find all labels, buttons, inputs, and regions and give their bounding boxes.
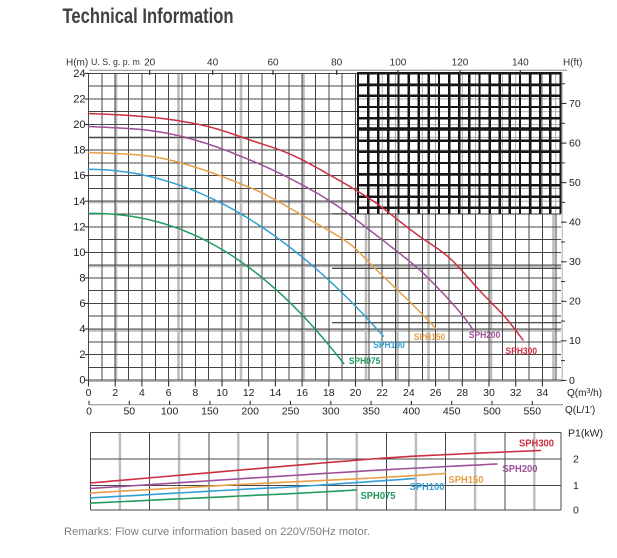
svg-text:12: 12 xyxy=(73,221,85,233)
svg-text:14: 14 xyxy=(270,387,282,399)
svg-text:500: 500 xyxy=(483,406,501,418)
svg-text:2: 2 xyxy=(112,387,118,399)
svg-text:70: 70 xyxy=(569,98,581,110)
svg-text:P1(kW): P1(kW) xyxy=(568,428,603,440)
svg-text:24: 24 xyxy=(73,68,85,80)
svg-text:Technical Information: Technical Information xyxy=(63,5,234,28)
svg-text:0: 0 xyxy=(79,375,85,387)
svg-text:140: 140 xyxy=(512,58,529,69)
svg-text:Q(m3/h): Q(m3/h) xyxy=(567,388,602,399)
svg-text:150: 150 xyxy=(201,406,219,418)
svg-text:SPH150: SPH150 xyxy=(449,475,485,486)
svg-text:22: 22 xyxy=(376,387,388,399)
svg-text:40: 40 xyxy=(569,217,581,229)
svg-text:12: 12 xyxy=(243,387,255,399)
svg-text:18: 18 xyxy=(323,387,335,399)
svg-text:SPH200: SPH200 xyxy=(503,464,539,475)
svg-text:20: 20 xyxy=(144,58,156,69)
svg-text:32: 32 xyxy=(510,387,522,399)
svg-text:30: 30 xyxy=(569,256,581,268)
svg-text:450: 450 xyxy=(443,406,461,418)
svg-text:10: 10 xyxy=(216,387,228,399)
svg-text:16: 16 xyxy=(296,387,308,399)
svg-text:16: 16 xyxy=(73,170,85,182)
svg-text:10: 10 xyxy=(73,247,85,259)
svg-text:60: 60 xyxy=(267,58,279,69)
svg-text:H(m): H(m) xyxy=(66,58,88,69)
svg-text:14: 14 xyxy=(73,196,85,208)
svg-text:SPH300: SPH300 xyxy=(506,346,538,357)
svg-text:Q(L/1′): Q(L/1′) xyxy=(565,405,595,416)
svg-text:400: 400 xyxy=(403,406,421,418)
svg-text:6: 6 xyxy=(166,387,172,399)
svg-text:100: 100 xyxy=(390,58,407,69)
svg-text:2: 2 xyxy=(79,349,85,361)
svg-text:0: 0 xyxy=(86,387,92,399)
svg-text:50: 50 xyxy=(569,177,581,189)
svg-text:10: 10 xyxy=(569,335,581,347)
svg-text:SPH100: SPH100 xyxy=(373,340,405,351)
svg-text:Remarks: Flow curve informatio: Remarks: Flow curve information based on… xyxy=(64,526,370,538)
svg-text:350: 350 xyxy=(362,406,380,418)
svg-text:U. S. g. p. m: U. S. g. p. m xyxy=(91,57,140,67)
svg-text:SPH075: SPH075 xyxy=(349,356,381,367)
svg-text:8: 8 xyxy=(192,387,198,399)
svg-text:22: 22 xyxy=(73,94,85,106)
svg-text:18: 18 xyxy=(73,145,85,157)
svg-text:4: 4 xyxy=(139,387,145,399)
svg-text:80: 80 xyxy=(331,58,343,69)
svg-text:200: 200 xyxy=(241,406,259,418)
svg-text:SPH150: SPH150 xyxy=(414,332,446,343)
svg-text:28: 28 xyxy=(456,387,468,399)
svg-text:24: 24 xyxy=(403,387,415,399)
svg-text:26: 26 xyxy=(430,387,442,399)
svg-text:0: 0 xyxy=(86,406,92,418)
svg-text:2: 2 xyxy=(573,454,579,466)
svg-text:100: 100 xyxy=(161,406,179,418)
svg-text:SPH100: SPH100 xyxy=(410,482,446,493)
svg-text:34: 34 xyxy=(537,387,549,399)
svg-text:8: 8 xyxy=(79,273,85,285)
svg-text:20: 20 xyxy=(73,119,85,131)
svg-text:SPH075: SPH075 xyxy=(361,491,397,502)
svg-text:50: 50 xyxy=(123,406,135,418)
svg-text:60: 60 xyxy=(569,138,581,150)
svg-text:20: 20 xyxy=(569,296,581,308)
svg-text:0: 0 xyxy=(569,375,575,387)
svg-text:1: 1 xyxy=(573,480,579,492)
svg-text:40: 40 xyxy=(207,58,219,69)
svg-text:4: 4 xyxy=(79,324,85,336)
svg-text:SPH300: SPH300 xyxy=(519,438,555,449)
svg-text:SPH200: SPH200 xyxy=(469,330,501,341)
svg-text:6: 6 xyxy=(79,298,85,310)
svg-text:H(ft): H(ft) xyxy=(563,58,582,69)
svg-text:120: 120 xyxy=(452,58,469,69)
svg-text:0: 0 xyxy=(573,504,579,516)
svg-text:30: 30 xyxy=(483,387,495,399)
svg-text:250: 250 xyxy=(282,406,300,418)
svg-text:20: 20 xyxy=(350,387,362,399)
svg-text:550: 550 xyxy=(524,406,542,418)
svg-text:300: 300 xyxy=(322,406,340,418)
